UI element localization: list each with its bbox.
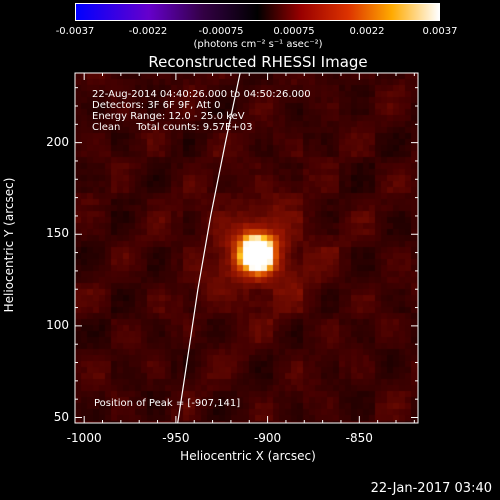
annotation-counts: Clean Total counts: 9.57E+03 xyxy=(92,122,253,133)
x-axis-label: Heliocentric X (arcsec) xyxy=(180,449,316,463)
y-tick-label: 200 xyxy=(46,134,69,149)
plot-frame xyxy=(74,72,419,424)
x-tick-label: -950 xyxy=(162,431,190,445)
colorbar-tick-label: 0.0037 xyxy=(422,26,458,37)
y-axis-label: Heliocentric Y (arcsec) xyxy=(2,177,16,313)
peak-position-label: Position of Peak = [-907,141] xyxy=(94,398,241,409)
x-tick-label: -900 xyxy=(253,431,282,445)
colorbar-tick-label: 0.00075 xyxy=(273,26,315,37)
colorbar-units: (photons cm⁻² s⁻¹ asec⁻²) xyxy=(193,39,323,50)
solar-limb-curve xyxy=(177,72,241,424)
plot-area xyxy=(75,73,418,423)
y-tick-label: 150 xyxy=(46,226,69,241)
y-tick-label: 100 xyxy=(46,317,69,332)
colorbar xyxy=(75,3,440,21)
annotation-detectors: Detectors: 3F 6F 9F, Att 0 xyxy=(92,100,221,111)
annotation-energy: Energy Range: 12.0 - 25.0 keV xyxy=(92,111,245,122)
y-tick-label: 50 xyxy=(53,409,69,424)
timestamp: 22-Jan-2017 03:40 xyxy=(370,481,492,496)
colorbar-tick-label: -0.0037 xyxy=(55,26,95,37)
chart-title: Reconstructed RHESSI Image xyxy=(148,53,368,71)
colorbar-tick-label: 0.0022 xyxy=(349,26,385,37)
colorbar-tick-label: -0.00075 xyxy=(198,26,244,37)
colorbar-tick-label: -0.0022 xyxy=(128,26,168,37)
heatmap-image xyxy=(75,73,418,423)
x-tick-label: -850 xyxy=(345,431,373,445)
annotation-time: 22-Aug-2014 04:40:26.000 to 04:50:26.000 xyxy=(92,89,311,100)
x-tick-label: -1000 xyxy=(66,431,102,445)
